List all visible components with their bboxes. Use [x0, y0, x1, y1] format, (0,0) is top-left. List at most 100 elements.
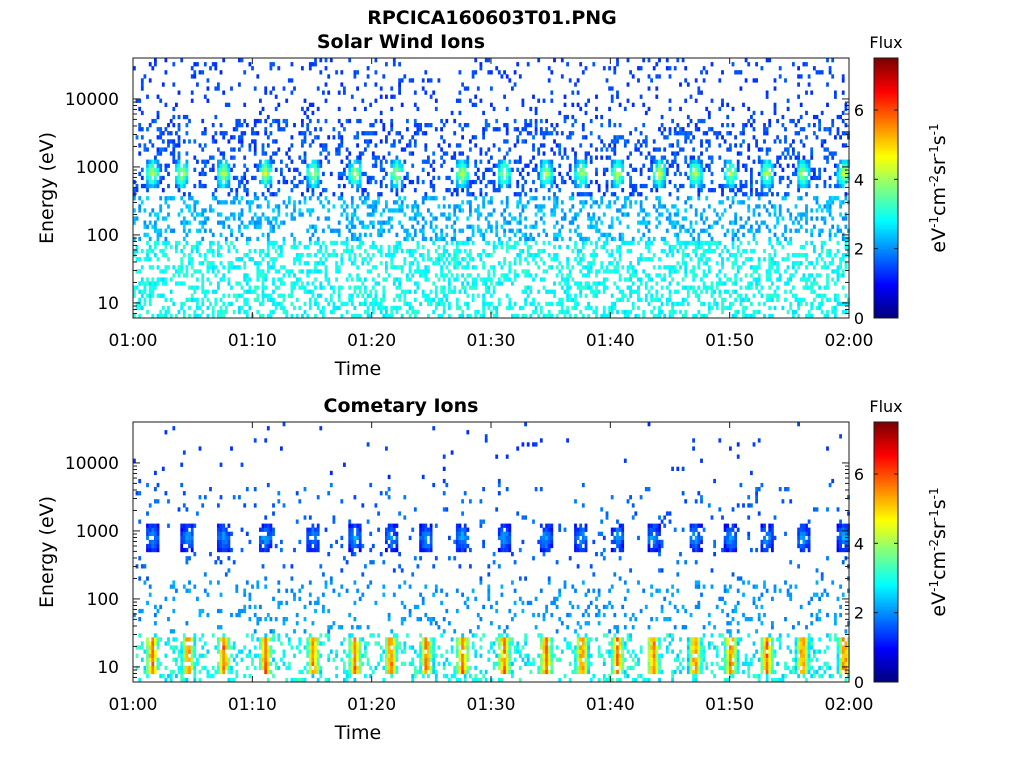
spectrogram-cell: [508, 78, 512, 83]
spectrogram-cell: [529, 159, 533, 164]
spectrogram-cell: [484, 58, 488, 63]
spectrogram-cell: [681, 240, 685, 246]
spectrogram-cell: [592, 200, 596, 205]
spectrogram-cell: [707, 204, 711, 209]
spectrogram-cell: [721, 192, 724, 197]
spectrogram-cell: [681, 277, 685, 282]
spectrogram-cell: [177, 188, 181, 193]
spectrogram-cell: [613, 257, 617, 262]
spectrogram-cell: [311, 188, 315, 193]
spectrogram-cell: [385, 313, 388, 319]
spectrogram-cell: [729, 204, 732, 209]
spectrogram-cell: [750, 301, 753, 307]
spectrogram-cell: [836, 131, 840, 136]
spectrogram-cell: [676, 167, 680, 172]
spectrogram-cell: [823, 204, 827, 209]
spectrogram-cell: [776, 277, 779, 282]
spectrogram-cell: [442, 248, 446, 254]
spectrogram-cell: [805, 253, 808, 258]
spectrogram-cell: [532, 224, 535, 229]
spectrogram-cell: [232, 216, 236, 221]
spectrogram-cell: [797, 94, 800, 99]
spectrogram-cell: [353, 74, 357, 79]
spectrogram-cell: [668, 273, 672, 278]
spectrogram-cell: [755, 228, 758, 233]
spectrogram-cell: [555, 265, 559, 270]
spectrogram-cell: [589, 224, 593, 229]
spectrogram-cell: [553, 232, 556, 237]
spectrogram-cell: [818, 301, 821, 307]
spectrogram-cell: [750, 179, 753, 185]
spectrogram-cell: [508, 261, 512, 266]
spectrogram-cell: [287, 200, 291, 205]
spectrogram-cell: [406, 175, 409, 181]
spectrogram-cell: [345, 147, 349, 152]
spectrogram-cell: [505, 305, 509, 311]
spectrogram-cell: [579, 200, 583, 205]
spectrogram-cell: [841, 216, 845, 221]
spectrogram-cell: [524, 123, 527, 128]
spectrogram-cell: [395, 155, 399, 160]
spectrogram-cell: [235, 196, 239, 201]
spectrogram-cell: [700, 240, 703, 246]
spectrogram-cell: [458, 151, 462, 156]
spectrogram-cell: [563, 313, 567, 319]
spectrogram-cell: [665, 66, 669, 71]
spectrogram-cell: [655, 74, 659, 79]
spectrogram-cell: [290, 62, 294, 67]
spectrogram-cell: [337, 131, 341, 136]
spectrogram-cell: [222, 301, 226, 307]
spectrogram-cell: [185, 220, 189, 225]
spectrogram-cell: [235, 192, 239, 197]
spectrogram-cell: [287, 269, 291, 274]
spectrogram-cell: [143, 143, 147, 148]
spectrogram-cell: [290, 313, 294, 319]
spectrogram-cell: [235, 257, 239, 262]
spectrogram-cell: [637, 139, 640, 144]
spectrogram-cell: [235, 236, 239, 242]
spectrogram-cell: [450, 155, 454, 160]
spectrogram-cell: [413, 188, 417, 193]
spectrogram-cell: [844, 236, 848, 242]
spectrogram-cell: [784, 289, 787, 294]
spectrogram-cell: [644, 183, 648, 189]
spectrogram-cell: [264, 273, 268, 278]
spectrogram-cell: [337, 220, 341, 225]
spectrogram-cell: [400, 269, 404, 274]
spectrogram-cell: [311, 139, 315, 144]
spectrogram-cell: [560, 200, 564, 205]
spectrogram-cell: [148, 183, 152, 189]
spectrogram-cell: [185, 269, 189, 274]
spectrogram-cell: [668, 265, 672, 270]
spectrogram-cell: [492, 273, 496, 278]
spectrogram-cell: [566, 62, 569, 67]
spectrogram-cell: [392, 167, 396, 172]
spectrogram-cell: [516, 135, 520, 140]
spectrogram-cell: [700, 188, 703, 193]
spectrogram-cell: [581, 167, 585, 172]
spectrogram-cell: [164, 244, 168, 250]
spectrogram-cell: [201, 261, 205, 266]
spectrogram-cell: [505, 196, 509, 201]
spectrogram-cell: [755, 62, 758, 67]
spectrogram-cell: [461, 183, 464, 189]
spectrogram-cell: [757, 309, 761, 315]
spectrogram-cell: [379, 167, 383, 172]
spectrogram-cell: [595, 147, 598, 152]
spectrogram-cell: [214, 66, 218, 71]
spectrogram-cell: [251, 216, 254, 221]
spectrogram-cell: [778, 208, 782, 213]
spectrogram-cell: [631, 167, 635, 172]
spectrogram-cell: [836, 277, 840, 282]
spectrogram-cell: [495, 220, 499, 225]
spectrogram-cell: [616, 216, 619, 221]
spectrogram-cell: [529, 232, 533, 237]
spectrogram-cell: [815, 114, 819, 120]
spectrogram-cell: [224, 175, 228, 181]
spectrogram-cell: [159, 163, 163, 168]
spectrogram-cell: [479, 159, 483, 164]
spectrogram-cell: [269, 240, 273, 246]
spectrogram-cell: [238, 212, 241, 217]
spectrogram-cell: [463, 183, 467, 189]
spectrogram-cell: [332, 253, 336, 258]
